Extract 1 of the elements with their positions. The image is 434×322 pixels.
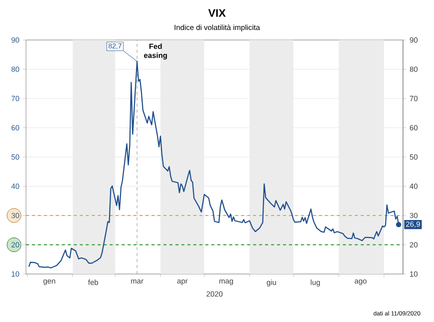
chart-title: VIX: [208, 9, 226, 17]
